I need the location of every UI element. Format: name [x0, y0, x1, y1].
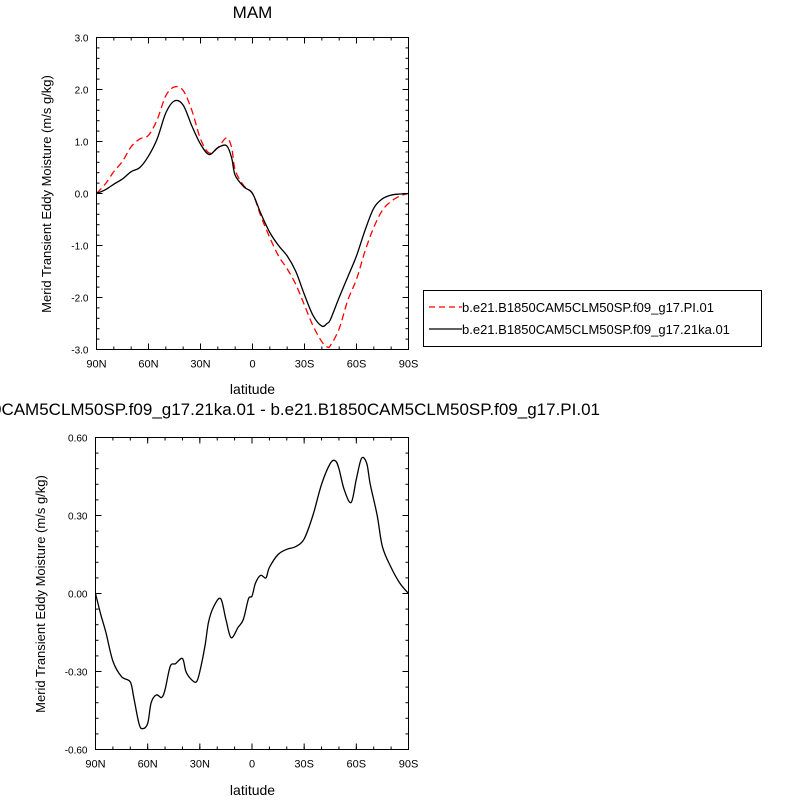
bottom-panel: b.e21.B1850CAM5CLM50SP.f09_g17.21ka.01 -…: [0, 400, 600, 798]
top-x-tick-label: 30N: [190, 359, 210, 371]
top-x-tick-label: 90S: [399, 359, 419, 371]
top-y-tick-label: -2.0: [71, 294, 89, 305]
bottom-chart-title: b.e21.B1850CAM5CLM50SP.f09_g17.21ka.01 -…: [0, 400, 600, 419]
bottom-x-tick-label: 60S: [347, 759, 367, 771]
bottom-y-tick-label: 0.00: [68, 590, 88, 601]
legend: b.e21.B1850CAM5CLM50SP.f09_g17.PI.01 b.e…: [423, 290, 762, 347]
top-x-tick-label: 90N: [86, 359, 106, 371]
top-x-axis-label: latitude: [230, 381, 275, 397]
top-panel: MAM latitude Merid Transient Eddy Moistu…: [39, 3, 418, 397]
bottom-y-tick-label: 0.30: [68, 512, 88, 523]
top-plot-frame: [96, 37, 409, 350]
top-y-tick-label: 2.0: [75, 86, 89, 97]
bottom-y-tick-label: -0.60: [65, 746, 88, 757]
top-y-tick-label: -1.0: [71, 242, 89, 253]
top-series-lines: [96, 85, 409, 349]
bottom-x-tick-label: 0: [249, 759, 255, 771]
top-x-tick-label: 60N: [138, 359, 158, 371]
top-series-line-1: [96, 99, 409, 328]
bottom-x-tick-label: 90S: [399, 759, 419, 771]
bottom-x-tick-label: 90N: [85, 759, 105, 771]
bottom-x-tick-label: 30N: [190, 759, 210, 771]
bottom-x-axis-label: latitude: [230, 782, 275, 798]
top-y-tick-label: -3.0: [71, 346, 89, 357]
legend-label-pi: b.e21.B1850CAM5CLM50SP.f09_g17.PI.01: [462, 300, 714, 315]
bottom-series-line-0: [94, 456, 409, 730]
top-y-axis-label: Merid Transient Eddy Moisture (m/s g/kg): [39, 75, 54, 313]
bottom-y-tick-label: -0.30: [65, 668, 88, 679]
top-y-tick-label: 0.0: [75, 190, 89, 201]
bottom-series-lines: [94, 456, 409, 730]
bottom-x-tick-label: 60N: [138, 759, 158, 771]
legend-box: [423, 290, 762, 347]
top-x-tick-label: 60S: [347, 359, 367, 371]
bottom-x-tick-label: 30S: [294, 759, 314, 771]
bottom-axis-ticks: 90N 60N 30N 0 30S 60S 90S 0.60 0.30 0.00 -0.30 -0.6…: [65, 434, 419, 771]
bottom-y-axis-label: Merid Transient Eddy Moisture (m/s g/kg): [33, 475, 48, 713]
top-x-tick-label: 30S: [295, 359, 315, 371]
top-chart-title: MAM: [233, 3, 273, 22]
bottom-y-tick-label: 0.60: [68, 434, 88, 445]
top-axis-ticks: 90N 60N 30N 0 30S 60S 90S 3.0 2.0 1.0 0.0 -1.0 -2.0 -…: [71, 34, 418, 371]
top-series-line-0: [96, 85, 409, 349]
bottom-plot-frame: [95, 437, 409, 750]
top-x-tick-label: 0: [249, 359, 255, 371]
top-y-tick-label: 3.0: [75, 34, 89, 45]
top-y-tick-label: 1.0: [75, 138, 89, 149]
legend-label-21ka: b.e21.B1850CAM5CLM50SP.f09_g17.21ka.01: [462, 322, 730, 337]
